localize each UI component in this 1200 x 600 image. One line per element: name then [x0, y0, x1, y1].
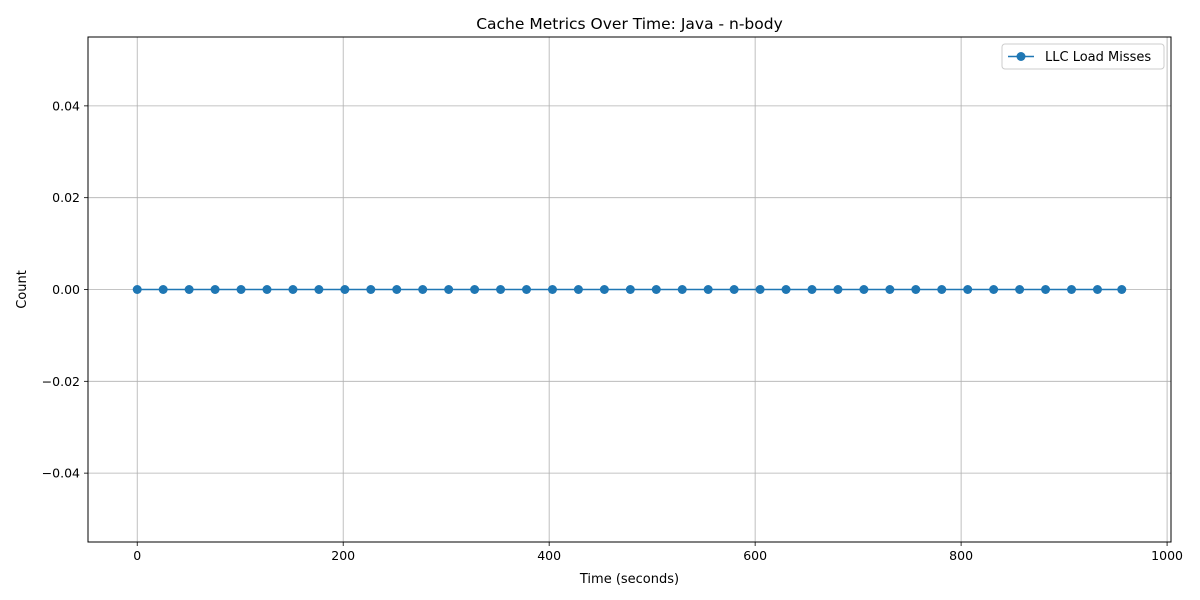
data-point — [366, 285, 376, 294]
data-point — [418, 285, 428, 294]
data-point — [184, 285, 194, 294]
data-point — [1092, 285, 1102, 294]
data-point — [911, 285, 921, 294]
y-tick-label: −0.02 — [42, 374, 80, 389]
data-point — [1015, 285, 1025, 294]
data-point — [392, 285, 402, 294]
data-point — [340, 285, 350, 294]
legend-frame — [1001, 43, 1165, 70]
data-point — [573, 285, 583, 294]
data-point — [625, 285, 635, 294]
data-point — [236, 285, 246, 294]
data-point — [677, 285, 687, 294]
data-point — [937, 285, 947, 294]
x-tick-label: 600 — [743, 548, 767, 563]
x-axis-label: Time (seconds) — [579, 572, 679, 587]
data-point — [1067, 285, 1077, 294]
data-point — [1117, 285, 1127, 294]
data-point — [262, 285, 272, 294]
data-point — [158, 285, 168, 294]
x-tick-label: 0 — [133, 548, 141, 563]
data-point — [496, 285, 506, 294]
x-axis-ticks: 0 200 400 600 800 1000 — [133, 542, 1183, 563]
data-point — [444, 285, 454, 294]
chart-title: Cache Metrics Over Time: Java - n-body — [476, 15, 783, 33]
data-point — [599, 285, 609, 294]
data-point — [522, 285, 532, 294]
data-point — [755, 285, 765, 294]
legend-label: LLC Load Misses — [1045, 50, 1151, 65]
data-point — [859, 285, 869, 294]
data-point — [547, 285, 557, 294]
data-point — [807, 285, 817, 294]
legend-marker-sample — [1016, 52, 1026, 61]
series-layer — [132, 285, 1127, 294]
data-point — [729, 285, 739, 294]
legend: LLC Load Misses — [1001, 43, 1165, 70]
y-tick-label: 0.04 — [52, 98, 80, 113]
data-point — [989, 285, 999, 294]
y-tick-label: −0.04 — [42, 466, 80, 481]
data-point — [132, 285, 142, 294]
y-tick-label: 0.02 — [52, 190, 80, 205]
data-point — [885, 285, 895, 294]
x-tick-label: 400 — [537, 548, 561, 563]
data-point — [703, 285, 713, 294]
x-tick-label: 200 — [331, 548, 355, 563]
data-point — [470, 285, 480, 294]
data-point — [1041, 285, 1051, 294]
x-tick-label: 800 — [949, 548, 973, 563]
data-point — [651, 285, 661, 294]
y-axis-label: Count — [15, 270, 30, 309]
data-point — [288, 285, 298, 294]
data-point — [833, 285, 843, 294]
data-point — [963, 285, 973, 294]
data-point — [781, 285, 791, 294]
x-tick-label: 1000 — [1151, 548, 1183, 563]
data-point — [210, 285, 220, 294]
data-point — [314, 285, 324, 294]
y-axis-ticks: −0.04 −0.02 0.00 0.02 0.04 — [42, 98, 88, 481]
y-tick-label: 0.00 — [52, 282, 80, 297]
